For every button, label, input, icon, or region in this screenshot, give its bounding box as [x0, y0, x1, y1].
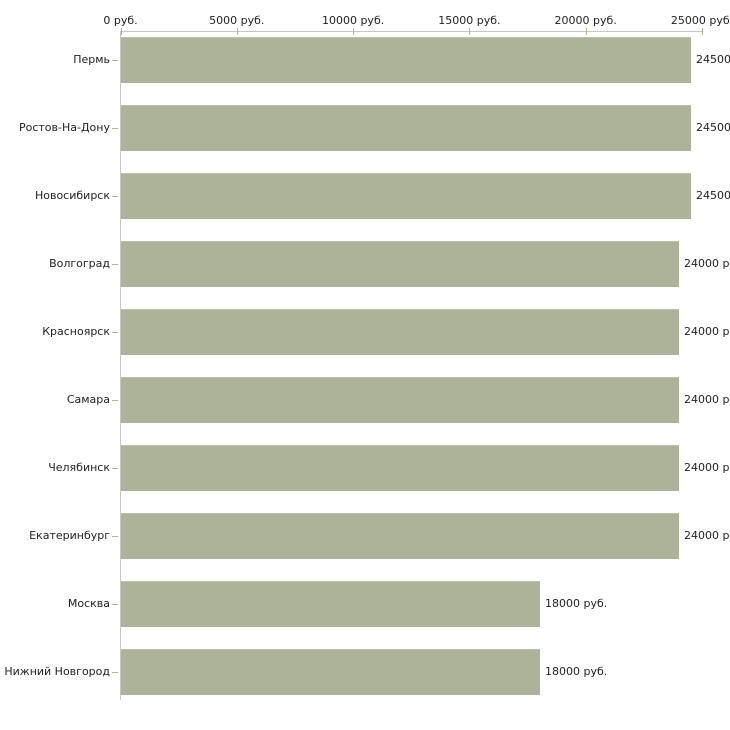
y-axis-tick-mark: [112, 332, 118, 333]
category-label: Пермь: [73, 53, 110, 66]
bar: [121, 445, 679, 491]
category-label: Ростов-На-Дону: [18, 121, 110, 134]
y-axis-tick-mark: [112, 264, 118, 265]
x-axis-tick-label: 25000 руб.: [670, 14, 730, 27]
bar: [121, 377, 679, 423]
y-axis-tick-mark: [112, 196, 118, 197]
bar: [121, 649, 540, 695]
x-axis-tick-mark: [469, 28, 470, 35]
x-axis-line: [120, 31, 702, 32]
y-axis-tick-mark: [112, 468, 118, 469]
category-label: Нижний Новгород: [4, 665, 110, 678]
value-label: 24000 руб.: [684, 393, 730, 406]
y-axis-line: [120, 31, 121, 700]
category-label: Волгоград: [49, 257, 110, 270]
bar: [121, 309, 679, 355]
bar: [121, 105, 691, 151]
value-label: 24000 руб.: [684, 257, 730, 270]
bar: [121, 581, 540, 627]
bar: [121, 37, 691, 83]
category-label: Екатеринбург: [29, 529, 110, 542]
value-label: 18000 руб.: [545, 597, 608, 610]
category-label: Самара: [66, 393, 110, 406]
y-axis-tick-mark: [112, 60, 118, 61]
x-axis-tick-label: 10000 руб.: [321, 14, 385, 27]
category-label: Москва: [67, 597, 110, 610]
value-label: 18000 руб.: [545, 665, 608, 678]
y-axis-tick-mark: [112, 128, 118, 129]
x-axis-tick-mark: [353, 28, 354, 35]
category-label: Красноярск: [42, 325, 110, 338]
x-axis-tick-mark: [702, 28, 703, 35]
value-label: 24000 руб.: [684, 325, 730, 338]
value-label: 24500 руб.: [696, 121, 730, 134]
bar: [121, 173, 691, 219]
category-label: Челябинск: [48, 461, 110, 474]
value-label: 24000 руб.: [684, 529, 730, 542]
bar: [121, 513, 679, 559]
x-axis-tick-mark: [237, 28, 238, 35]
y-axis-tick-mark: [112, 400, 118, 401]
x-axis-tick-mark: [586, 28, 587, 35]
y-axis-tick-mark: [112, 536, 118, 537]
y-axis-tick-mark: [112, 672, 118, 673]
bar: [121, 241, 679, 287]
x-axis-tick-label: 15000 руб.: [438, 14, 501, 27]
category-label: Новосибирск: [34, 189, 110, 202]
y-axis-tick-mark: [112, 604, 118, 605]
x-axis-tick-label: 20000 руб.: [554, 14, 617, 27]
value-label: 24000 руб.: [684, 461, 730, 474]
x-axis-tick-label: 0 руб.: [103, 14, 138, 27]
x-axis-tick-label: 5000 руб.: [209, 14, 265, 27]
x-axis-tick-mark: [121, 28, 122, 35]
value-label: 24500 руб.: [696, 189, 730, 202]
value-label: 24500 руб.: [696, 53, 730, 66]
